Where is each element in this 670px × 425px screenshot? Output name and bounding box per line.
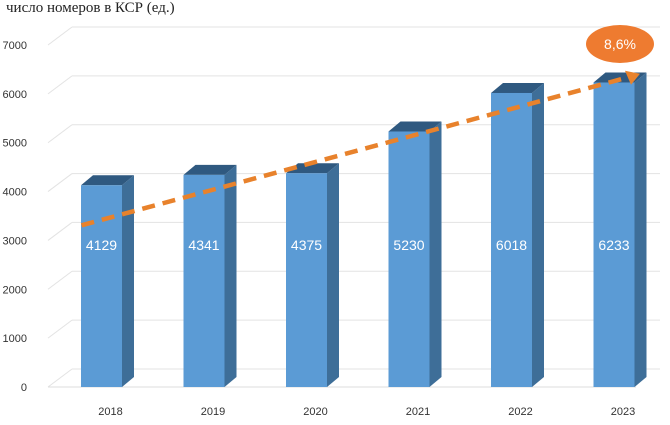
trend-dashed-line	[80, 74, 631, 228]
badge-ellipse	[586, 25, 654, 63]
x-tick-label: 2023	[611, 406, 635, 418]
bar-front	[388, 131, 430, 387]
bar-side	[532, 82, 544, 387]
y-tick-label: 3000	[3, 235, 27, 247]
x-axis-ticks: 2018 2019 2020 2021 2022 2023	[98, 406, 635, 418]
bar-front	[183, 174, 225, 387]
y-tick-label: 5000	[3, 138, 27, 150]
bar-top	[81, 175, 134, 186]
bars: 4129 4341 4375 5230 6018 6233	[81, 72, 647, 388]
gridline-slant	[47, 368, 73, 388]
grid-lines	[47, 26, 660, 388]
bar-top	[183, 164, 237, 175]
bar-front	[593, 82, 635, 388]
bar-value-label: 4375	[291, 237, 322, 253]
x-tick-label: 2022	[508, 406, 532, 418]
bar-2020: 4375	[286, 163, 339, 387]
chart-title: число номеров в КСР (ед.)	[6, 0, 175, 16]
y-tick-label: 2000	[3, 284, 27, 296]
bar-top	[491, 82, 544, 93]
y-tick-label: 4000	[3, 187, 27, 199]
bar-side	[634, 72, 647, 388]
bar-value-label: 5230	[393, 237, 424, 253]
trend-line	[80, 70, 640, 228]
x-tick-label: 2021	[406, 406, 430, 418]
bar-2022: 6018	[491, 82, 544, 387]
bar-2019: 4341	[183, 164, 237, 387]
bar-side	[224, 164, 237, 387]
gridline-slant	[47, 124, 73, 144]
bar-front	[81, 185, 122, 387]
y-tick-label: 0	[21, 382, 27, 394]
y-tick-label: 1000	[3, 333, 27, 345]
x-tick-label: 2020	[303, 406, 327, 418]
x-tick-label: 2019	[201, 406, 225, 418]
bar-side	[327, 163, 339, 387]
y-tick-label: 7000	[3, 40, 27, 52]
bar-front	[491, 92, 532, 387]
gridline-slant	[47, 173, 73, 192]
bar-front	[286, 173, 327, 387]
growth-badge: 8,6%	[586, 25, 654, 63]
y-axis-ticks: 0 1000 2000 3000 4000 5000 6000 7000	[3, 40, 27, 394]
x-tick-label: 2018	[98, 406, 122, 418]
gridline-slant	[47, 319, 73, 339]
bar-value-label: 4341	[188, 237, 219, 253]
gridline-slant	[47, 222, 73, 241]
bar-2023: 6233	[593, 72, 647, 388]
bar-value-label: 4129	[86, 237, 117, 253]
trend-arrowhead	[625, 70, 640, 85]
bar-2018: 4129	[81, 175, 134, 387]
bar-top	[286, 163, 339, 174]
bar-side	[429, 121, 442, 387]
bar-value-label: 6018	[496, 237, 527, 253]
gridline-slant	[47, 75, 73, 95]
bar-side	[122, 175, 134, 387]
gridline-slant	[47, 26, 73, 46]
bar-value-label: 6233	[598, 237, 629, 253]
bar-2021: 5230	[388, 121, 442, 387]
y-tick-label: 6000	[3, 89, 27, 101]
bar-top	[388, 121, 442, 132]
gridline-slant	[47, 270, 73, 290]
badge-label: 8,6%	[604, 36, 636, 52]
